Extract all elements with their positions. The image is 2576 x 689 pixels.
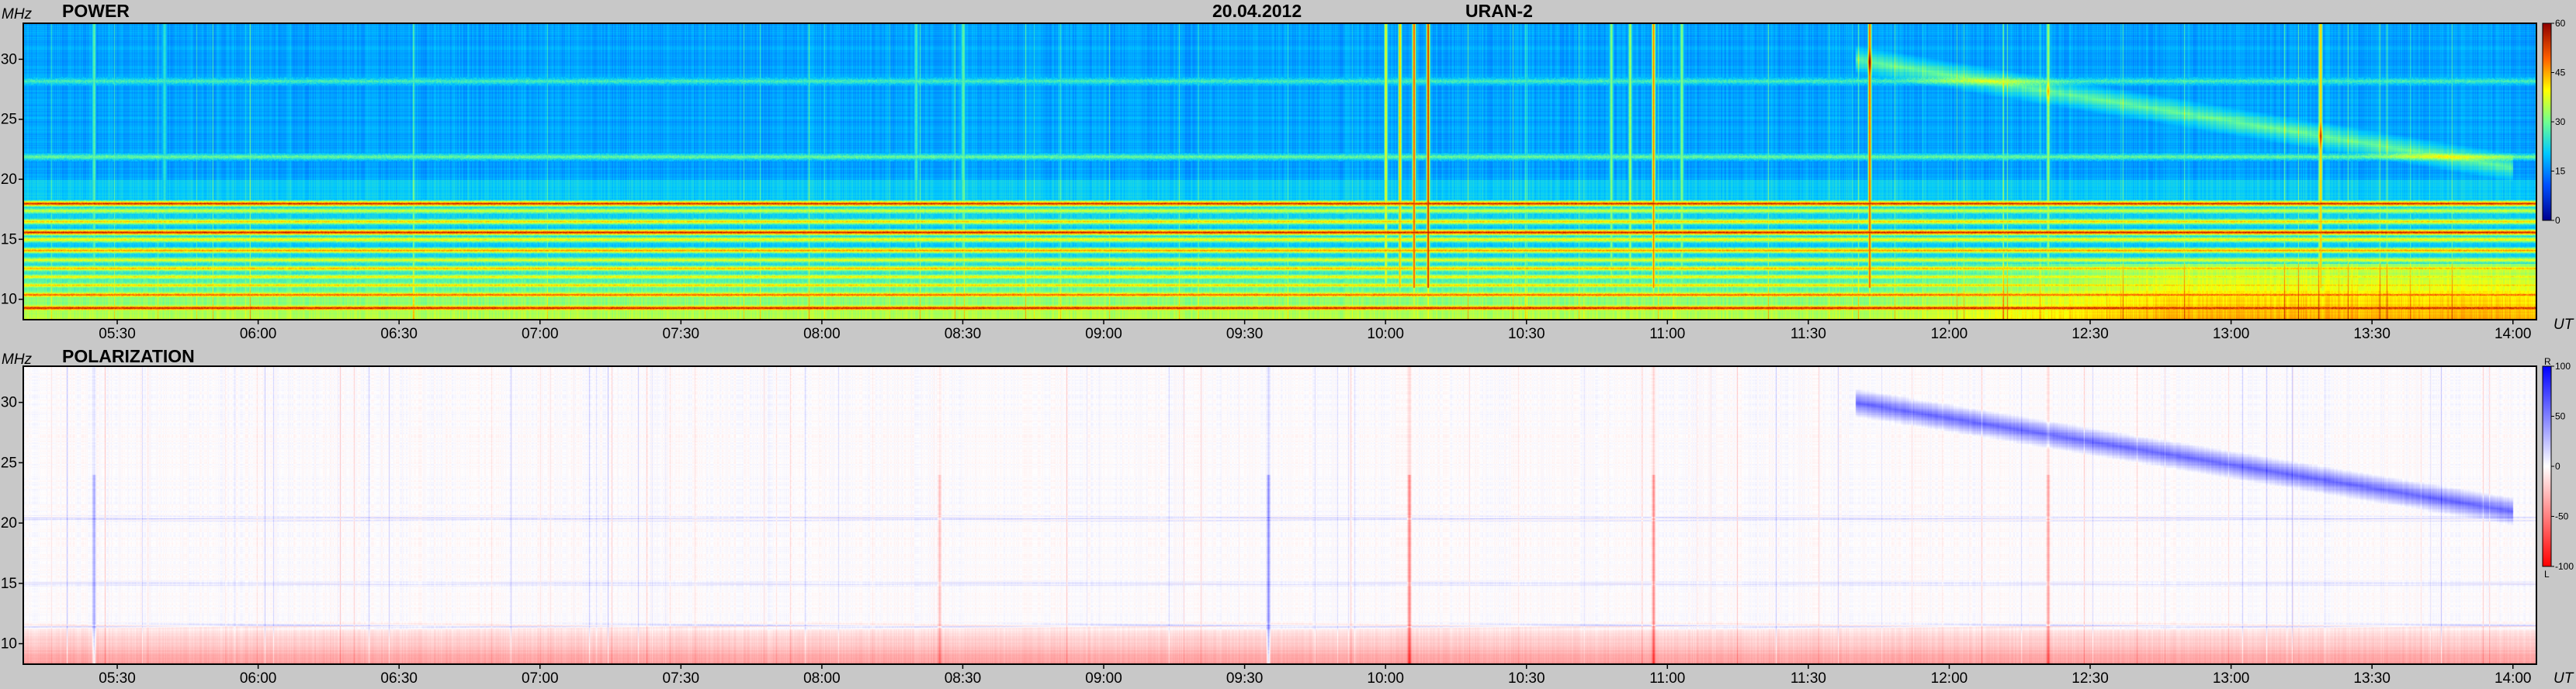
polarization-heatmap — [23, 366, 2536, 664]
power-colorbar — [2542, 23, 2552, 221]
power-x-unit: UT — [2553, 317, 2574, 333]
polarization-colorbar-ticks: 100 50 0 -50 -100 R L — [2544, 356, 2574, 580]
colorbar-tick-label: 0 — [2555, 215, 2560, 226]
polarization-y-unit: MHz — [2, 351, 33, 368]
power-heatmap — [23, 23, 2536, 320]
x-tick-label: 09:30 — [1226, 670, 1264, 687]
x-tick-label: 12:30 — [2072, 326, 2109, 342]
y-tick-label: 30 — [1, 395, 17, 411]
x-tick-label: 07:30 — [663, 326, 700, 342]
colorbar-bottom-label: L — [2544, 569, 2550, 580]
x-tick-label: 08:00 — [803, 326, 841, 342]
polarization-x-unit: UT — [2553, 670, 2574, 687]
colorbar-tick-label: 0 — [2555, 461, 2560, 472]
colorbar-tick-label: 100 — [2555, 361, 2571, 372]
x-tick-label: 12:00 — [1931, 326, 1968, 342]
y-tick-label: 25 — [1, 112, 17, 128]
x-tick-label: 08:30 — [945, 670, 982, 687]
power-y-axis: 10 15 20 25 30 — [1, 51, 23, 308]
power-plot — [23, 23, 2536, 320]
colorbar-top-label: R — [2544, 356, 2551, 367]
x-tick-label: 09:00 — [1085, 670, 1122, 687]
x-tick-label: 14:00 — [2495, 670, 2532, 687]
x-tick-label: 13:00 — [2213, 670, 2250, 687]
y-tick-label: 15 — [1, 576, 17, 592]
power-title: POWER — [62, 1, 130, 21]
x-tick-label: 07:00 — [522, 326, 559, 342]
x-tick-label: 13:00 — [2213, 326, 2250, 342]
x-tick-label: 05:30 — [99, 326, 136, 342]
colorbar-tick-label: 45 — [2555, 68, 2566, 78]
x-tick-label: 10:00 — [1367, 670, 1404, 687]
polarization-colorbar — [2542, 365, 2552, 567]
x-tick-label: 06:00 — [240, 670, 277, 687]
power-panel: POWER MHz UT 05:30 06:00 06:30 07:00 07:30 08… — [1, 1, 2574, 342]
y-tick-label: 15 — [1, 231, 17, 248]
colorbar-tick-label: 60 — [2555, 18, 2566, 29]
polarization-x-axis: 05:30 06:00 06:30 07:00 07:30 08:00 08:30 09:00… — [99, 664, 2532, 687]
polarization-plot — [23, 366, 2536, 664]
x-tick-label: 13:30 — [2353, 326, 2391, 342]
y-tick-label: 25 — [1, 455, 17, 471]
power-y-unit: MHz — [2, 6, 33, 23]
x-tick-label: 07:00 — [522, 670, 559, 687]
polarization-y-axis: 10 15 20 25 30 — [1, 395, 23, 653]
power-x-axis: 05:30 06:00 06:30 07:00 07:30 08:00 08:30 09:00… — [99, 320, 2532, 342]
x-tick-label: 14:00 — [2495, 326, 2532, 342]
x-tick-label: 10:00 — [1367, 326, 1404, 342]
y-tick-label: 20 — [1, 515, 17, 531]
power-colorbar-ticks: 0 15 30 45 60 — [2551, 18, 2566, 226]
x-tick-label: 05:30 — [99, 670, 136, 687]
x-tick-label: 06:30 — [380, 670, 418, 687]
x-tick-label: 11:00 — [1649, 326, 1685, 342]
colorbar-tick-label: -50 — [2555, 511, 2569, 522]
polarization-plot-frame — [23, 365, 2537, 665]
x-tick-label: 10:30 — [1508, 326, 1545, 342]
x-tick-label: 10:30 — [1508, 670, 1545, 687]
x-tick-label: 08:00 — [803, 670, 841, 687]
x-tick-label: 09:30 — [1226, 326, 1264, 342]
y-tick-label: 30 — [1, 51, 17, 68]
x-tick-label: 13:30 — [2353, 670, 2391, 687]
x-tick-label: 06:30 — [380, 326, 418, 342]
instrument-label: URAN-2 — [1465, 1, 1533, 21]
colorbar-tick-label: 15 — [2555, 166, 2566, 177]
x-tick-label: 07:30 — [663, 670, 700, 687]
y-tick-label: 20 — [1, 171, 17, 188]
polarization-title: POLARIZATION — [62, 346, 195, 366]
power-plot-frame — [23, 23, 2537, 320]
polarization-panel: POLARIZATION MHz UT 05:30 06:00 06:30 07:00… — [1, 346, 2574, 687]
date-label: 20.04.2012 — [1212, 1, 1302, 21]
x-tick-label: 06:00 — [240, 326, 277, 342]
x-tick-label: 12:00 — [1931, 670, 1968, 687]
colorbar-tick-label: 50 — [2555, 411, 2566, 422]
x-tick-label: 11:00 — [1649, 670, 1685, 687]
x-tick-label: 09:00 — [1085, 326, 1122, 342]
x-tick-label: 11:30 — [1791, 326, 1826, 342]
x-tick-label: 08:30 — [945, 326, 982, 342]
y-tick-label: 10 — [1, 636, 17, 653]
y-tick-label: 10 — [1, 292, 17, 308]
x-tick-label: 12:30 — [2072, 670, 2109, 687]
colorbar-tick-label: -100 — [2555, 561, 2574, 572]
x-tick-label: 11:30 — [1791, 670, 1826, 687]
colorbar-tick-label: 30 — [2555, 116, 2566, 127]
